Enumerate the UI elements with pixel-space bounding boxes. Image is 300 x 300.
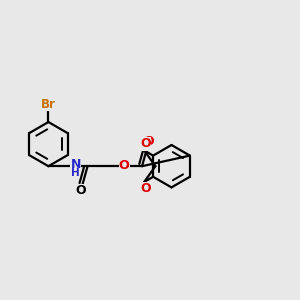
Text: N: N (70, 158, 81, 171)
Text: H: H (71, 168, 80, 178)
Text: O: O (141, 182, 151, 195)
Text: O: O (76, 184, 86, 197)
Text: O: O (141, 137, 151, 151)
Text: Br: Br (41, 98, 56, 111)
Text: O: O (119, 159, 130, 172)
Text: O: O (143, 135, 154, 148)
